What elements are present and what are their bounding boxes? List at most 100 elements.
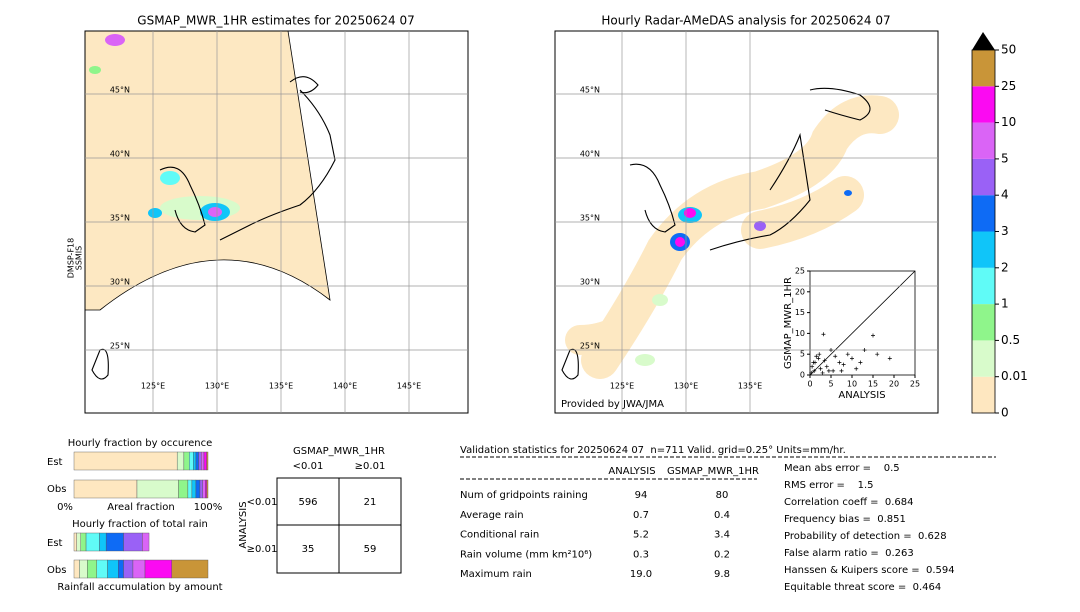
scatter-ylabel: GSMAP_MWR_1HR [783, 277, 794, 369]
lon-label: 135°E [269, 382, 293, 391]
fraction-segment [203, 451, 207, 471]
sensor-label: SSMIS [75, 246, 84, 271]
colorbar-bin [972, 158, 995, 196]
y-tick-label: 15 [795, 308, 805, 317]
colorbar-label: 2 [1001, 260, 1009, 274]
stat-value: 0.3 [633, 549, 649, 560]
point [862, 348, 867, 353]
point [817, 352, 822, 357]
x-tick-label: 0 [807, 380, 812, 389]
axis-label: Areal fraction [107, 502, 174, 513]
x-tick-label: 10 [847, 380, 857, 389]
cell-value: 35 [302, 544, 315, 555]
stat-value: 0.7 [633, 510, 649, 521]
colorbar-label: 0 [1001, 406, 1009, 420]
fraction-segment [73, 559, 80, 579]
fraction-segment [123, 532, 143, 552]
scatter-bg [780, 262, 920, 402]
lat-label: 45°N [110, 86, 130, 95]
colorbar-bin [972, 231, 995, 268]
point [822, 358, 827, 363]
point [824, 364, 829, 369]
lat-label: 45°N [580, 86, 600, 95]
row-label: Est [47, 538, 63, 549]
stat-label: Num of gridpoints raining [460, 490, 588, 501]
fraction-segment [107, 559, 119, 579]
fraction-segment [178, 479, 189, 499]
lat-label: 40°N [580, 150, 600, 159]
row-title: ANALYSIS [238, 501, 249, 548]
stat-value: 9.8 [714, 569, 730, 580]
colorbar-label: 5 [1001, 151, 1009, 165]
fraction-segment [118, 559, 124, 579]
colorbar-bin [972, 122, 995, 159]
y-tick-label: 25 [795, 267, 805, 276]
colorbar-label: 0.5 [1001, 333, 1020, 347]
axis-label: 0% [57, 502, 73, 513]
lon-label: 130°E [674, 382, 698, 391]
cell-value: 596 [298, 497, 317, 508]
left-map-title: GSMAP_MWR_1HR estimates for 20250624 07 [137, 14, 414, 28]
point [816, 356, 821, 361]
fraction-segment [189, 451, 194, 471]
point [837, 360, 842, 365]
point [809, 370, 814, 375]
stat-value: 94 [635, 490, 648, 501]
diagonal [809, 270, 916, 376]
lat-label: 35°N [580, 214, 600, 223]
stat-value: 5.2 [633, 530, 649, 541]
lon-label: 130°E [205, 382, 229, 391]
colorbar-label: 25 [1001, 79, 1016, 93]
stat-value: 19.0 [630, 569, 652, 580]
point [841, 362, 846, 367]
stat-value: 0.2 [714, 549, 730, 560]
x-tick-label: 15 [868, 380, 878, 389]
validation-header: Validation statistics for 20250624 07 n=… [460, 445, 846, 456]
score: RMS error = 1.5 [784, 480, 874, 491]
point [854, 366, 859, 371]
fraction-segment [206, 479, 209, 499]
fraction-segment [87, 559, 97, 579]
fraction-segment [205, 479, 207, 499]
x-tick-label: 5 [828, 380, 833, 389]
point [850, 356, 854, 361]
colorbar-label: 10 [1001, 115, 1016, 129]
stat-value: 0.4 [714, 510, 730, 521]
point [818, 366, 823, 371]
fraction-segment [73, 479, 138, 499]
fraction-segment [206, 451, 209, 471]
total-footer: Rainfall accumulation by amount [57, 582, 222, 593]
colorbar-label: 0.01 [1001, 369, 1028, 383]
fraction-segment [198, 451, 202, 471]
stat-label: Maximum rain [460, 569, 532, 580]
stat-label: Rain volume (mm km²10⁶) [460, 549, 592, 560]
fraction-segment [132, 559, 146, 579]
scatter-frame [809, 270, 916, 376]
fraction-segment [99, 532, 107, 552]
cell-value: 21 [364, 497, 377, 508]
score: Equitable threat score = 0.464 [784, 582, 941, 593]
fraction-segment [73, 451, 178, 471]
colorbar-label: 1 [1001, 297, 1009, 311]
lon-label: 140°E [333, 382, 357, 391]
colorbar-bin [972, 50, 995, 87]
point [845, 352, 850, 357]
lat-label: 30°N [580, 278, 600, 287]
fraction-segment [123, 559, 134, 579]
total-title: Hourly fraction of total rain [72, 519, 208, 530]
colorbar-label: 4 [1001, 188, 1009, 202]
lat-label: 40°N [110, 150, 130, 159]
radar-coverage [581, 95, 899, 379]
lat-label: 25°N [580, 342, 600, 351]
stat-label: Average rain [460, 510, 524, 521]
point [875, 352, 880, 357]
score: Correlation coeff = 0.684 [784, 497, 914, 508]
column-header: GSMAP_MWR_1HR [667, 466, 759, 477]
x-tick-label: 20 [889, 380, 899, 389]
colorbar-label: 50 [1001, 43, 1016, 57]
point [810, 364, 815, 369]
colorbar-label: 3 [1001, 224, 1009, 238]
fraction-segment [171, 559, 209, 579]
y-tick-label: 20 [795, 287, 805, 296]
